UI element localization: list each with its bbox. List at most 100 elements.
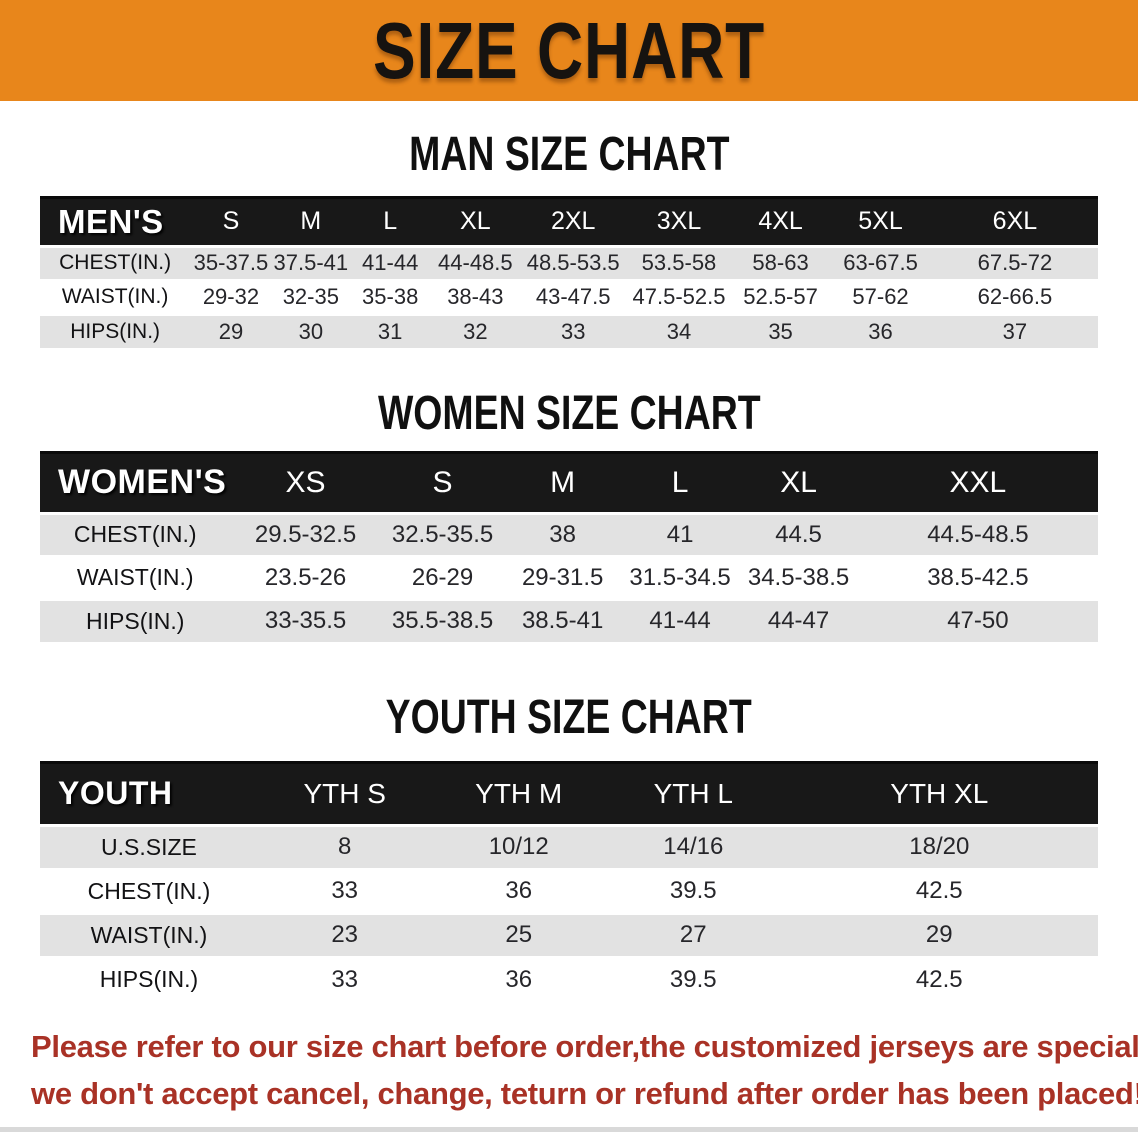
- women-section-heading: WOMEN SIZE CHART: [0, 348, 1138, 438]
- table-cell: 35-38: [362, 284, 419, 309]
- table-cell: 34: [666, 318, 692, 344]
- women-col-header: XL: [780, 465, 817, 499]
- table-cell: 33: [560, 318, 586, 344]
- youth-size-table-wrap: YOUTH YTH S YTH M YTH L YTH XL U.S.SIZE …: [0, 764, 1138, 1001]
- men-col-header: 2XL: [550, 207, 596, 236]
- row-label: WAIST(IN.): [76, 564, 194, 590]
- table-cell: 57-62: [852, 284, 909, 309]
- table-cell: 31: [377, 318, 403, 344]
- youth-col-header: YTH S: [303, 777, 386, 809]
- table-cell: 63-67.5: [843, 250, 918, 275]
- table-cell: 44-47: [767, 607, 830, 635]
- table-cell: 33: [331, 877, 359, 904]
- table-cell: 48.5-53.5: [526, 250, 620, 275]
- row-label: HIPS(IN.): [70, 319, 161, 343]
- men-size-table: MEN'S S M L XL 2XL 3XL 4XL 5XL 6XL CHEST…: [40, 199, 1098, 348]
- row-label: WAIST(IN.): [90, 921, 208, 948]
- table-cell: 34.5-38.5: [747, 563, 850, 591]
- women-size-table-wrap: WOMEN'S XS S M L XL XXL CHEST(IN.) 29.5-…: [0, 454, 1138, 642]
- table-cell: 18/20: [909, 833, 970, 860]
- youth-col-header: YTH L: [653, 777, 733, 809]
- table-cell: 29.5-32.5: [254, 520, 357, 548]
- table-row: WAIST(IN.) 23 25 27 29: [40, 913, 1098, 957]
- table-cell: 39.5: [669, 877, 717, 904]
- table-cell: 30: [298, 318, 324, 344]
- bottom-divider: [0, 1127, 1138, 1132]
- table-cell: 52.5-57: [743, 284, 818, 309]
- table-cell: 36: [868, 318, 893, 344]
- men-section-heading-text: MAN SIZE CHART: [408, 128, 730, 181]
- table-cell: 38.5-42.5: [927, 563, 1029, 591]
- table-cell: 38-43: [447, 284, 504, 309]
- table-cell: 44.5: [775, 520, 822, 548]
- table-cell: 35: [768, 318, 793, 344]
- disclaimer-text: Please refer to our size chart before or…: [29, 1023, 1138, 1117]
- men-col-header: 3XL: [656, 207, 702, 236]
- table-row: U.S.SIZE 8 10/12 14/16 18/20: [40, 825, 1098, 869]
- women-col-header: XXL: [949, 465, 1007, 499]
- table-cell: 47.5-52.5: [632, 284, 726, 309]
- table-row: WAIST(IN.) 23.5-26 26-29 29-31.5 31.5-34…: [40, 556, 1098, 599]
- youth-section-heading: YOUTH SIZE CHART: [0, 642, 1138, 742]
- men-col-header: XL: [460, 207, 491, 236]
- youth-section-heading-text: YOUTH SIZE CHART: [385, 691, 753, 744]
- table-cell: 26-29: [411, 563, 474, 591]
- table-cell: 36: [505, 965, 533, 993]
- row-label: HIPS(IN.): [99, 966, 199, 993]
- row-label: WAIST(IN.): [61, 285, 169, 308]
- table-cell: 32-35: [282, 284, 339, 309]
- table-cell: 29: [218, 318, 244, 344]
- table-cell: 35.5-38.5: [391, 607, 494, 635]
- table-cell: 62-66.5: [977, 284, 1053, 309]
- row-label: CHEST(IN.): [87, 877, 211, 904]
- men-col-header: 5XL: [858, 207, 903, 236]
- table-cell: 10/12: [488, 833, 549, 860]
- table-cell: 42.5: [915, 877, 963, 904]
- men-col-header: 4XL: [758, 207, 803, 236]
- table-cell: 23.5-26: [264, 563, 347, 591]
- row-label: CHEST(IN.): [59, 251, 172, 274]
- table-row: CHEST(IN.) 29.5-32.5 32.5-35.5 38 41 44.…: [40, 513, 1098, 556]
- table-row: HIPS(IN.) 29 30 31 32 33 34 35 36 37: [40, 314, 1098, 348]
- table-cell: 33: [331, 965, 359, 993]
- table-cell: 36: [505, 877, 533, 904]
- table-cell: 53.5-58: [641, 250, 717, 275]
- men-header-row: MEN'S S M L XL 2XL 3XL 4XL 5XL 6XL: [40, 199, 1098, 246]
- row-label: U.S.SIZE: [101, 833, 197, 860]
- women-size-table: WOMEN'S XS S M L XL XXL CHEST(IN.) 29.5-…: [40, 454, 1098, 642]
- table-cell: 38: [549, 520, 576, 548]
- banner-title: SIZE CHART: [373, 5, 765, 95]
- youth-size-table: YOUTH YTH S YTH M YTH L YTH XL U.S.SIZE …: [40, 764, 1098, 1001]
- table-cell: 58-63: [752, 250, 809, 275]
- table-cell: 37: [1002, 318, 1028, 344]
- men-corner-label: MEN'S: [58, 202, 164, 240]
- men-col-header: 6XL: [992, 207, 1038, 236]
- women-header-row: WOMEN'S XS S M L XL XXL: [40, 454, 1098, 513]
- youth-col-header: YTH M: [475, 777, 563, 809]
- table-cell: 32.5-35.5: [391, 520, 494, 548]
- table-cell: 44.5-48.5: [927, 520, 1029, 548]
- table-cell: 42.5: [915, 965, 963, 993]
- table-row: CHEST(IN.) 35-37.5 37.5-41 41-44 44-48.5…: [40, 246, 1098, 280]
- table-row: HIPS(IN.) 33 36 39.5 42.5: [40, 957, 1098, 1001]
- table-cell: 35-37.5: [193, 250, 269, 275]
- disclaimer-line-2: we don't accept cancel, change, teturn o…: [31, 1076, 1138, 1111]
- row-label: CHEST(IN.): [73, 521, 197, 547]
- women-col-header: M: [550, 465, 576, 499]
- women-col-header: L: [671, 465, 689, 499]
- disclaimer-line-1: Please refer to our size chart before or…: [31, 1029, 1138, 1064]
- women-section-heading-text: WOMEN SIZE CHART: [377, 387, 761, 440]
- youth-col-header: YTH XL: [890, 777, 989, 809]
- table-cell: 41-44: [649, 607, 711, 635]
- table-cell: 8: [338, 833, 352, 860]
- table-cell: 41-44: [362, 250, 419, 275]
- table-cell: 37.5-41: [273, 250, 349, 275]
- row-label: HIPS(IN.): [86, 607, 185, 634]
- men-col-header: M: [300, 207, 322, 236]
- table-cell: 67.5-72: [977, 250, 1053, 275]
- table-cell: 33-35.5: [264, 607, 347, 635]
- table-cell: 23: [331, 921, 359, 948]
- men-section-heading: MAN SIZE CHART: [0, 101, 1138, 179]
- youth-header-row: YOUTH YTH S YTH M YTH L YTH XL: [40, 764, 1098, 825]
- table-cell: 47-50: [947, 607, 1009, 635]
